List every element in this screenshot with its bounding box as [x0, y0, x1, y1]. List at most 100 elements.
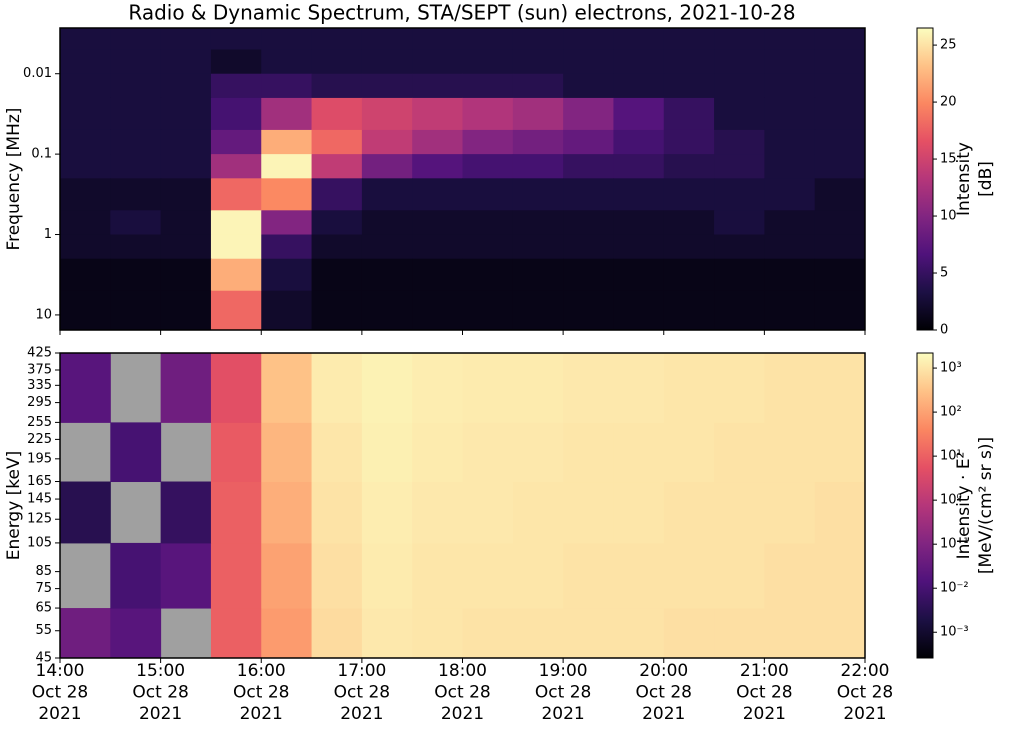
heatmap-cell [663, 97, 715, 131]
heatmap-cell [764, 73, 816, 99]
heatmap-cell [412, 154, 463, 179]
heatmap-cell [462, 481, 514, 544]
heatmap-cell [714, 353, 765, 423]
y-tick-label: 125 [27, 512, 52, 527]
heatmap-cell [412, 422, 463, 483]
heatmap-cell [512, 97, 564, 131]
heatmap-cell [311, 290, 363, 331]
heatmap-cell [60, 353, 111, 423]
heatmap-cell [814, 49, 866, 75]
heatmap-cell [663, 129, 715, 155]
heatmap-cell [714, 481, 765, 544]
heatmap-cell [663, 258, 715, 292]
heatmap-cell [311, 481, 363, 544]
y-tick-label: 145 [27, 492, 52, 507]
heatmap-cell [210, 481, 262, 544]
heatmap-cell [110, 73, 162, 99]
heatmap-cell [412, 258, 463, 292]
heatmap-cell [412, 28, 463, 51]
colorbar-tick-label: 0 [940, 323, 948, 338]
heatmap-cell [361, 97, 413, 131]
heatmap-cell [60, 97, 111, 131]
colorbar-label: [dB] [976, 161, 996, 197]
heatmap-cell [361, 481, 413, 544]
heatmap-cell [462, 210, 514, 236]
x-tick-label: 2021 [441, 704, 484, 724]
heatmap-cell [714, 234, 765, 260]
heatmap-cell [261, 154, 313, 179]
heatmap-cell [261, 49, 313, 75]
heatmap-cell [714, 290, 765, 331]
heatmap-cell [311, 210, 363, 236]
x-tick-label: 22:00 [841, 661, 890, 681]
y-tick-label: 165 [27, 474, 52, 489]
heatmap-cell [663, 290, 715, 331]
heatmap-cell [160, 28, 212, 51]
y-tick-label: 375 [27, 363, 52, 378]
heatmap-cell [210, 73, 262, 99]
colorbar [916, 27, 934, 331]
heatmap-cell [361, 178, 413, 211]
colorbar-tick-label: 10⁻³ [940, 625, 969, 640]
heatmap-cell [361, 353, 413, 423]
colorbar-tick-label: 10⁻¹ [940, 537, 969, 552]
heatmap-cell [764, 481, 816, 544]
heatmap-cell [714, 154, 765, 179]
heatmap-cell [60, 129, 111, 155]
y-tick-label: 75 [35, 581, 52, 596]
heatmap-cell [210, 422, 262, 483]
heatmap-cell [361, 129, 413, 155]
heatmap-cell [160, 73, 212, 99]
heatmap-cell [261, 129, 313, 155]
heatmap-cell [261, 73, 313, 99]
heatmap-cell [110, 422, 162, 483]
x-tick-label: 20:00 [639, 661, 688, 681]
heatmap-cell [814, 608, 866, 659]
heatmap-cell [361, 290, 413, 331]
heatmap-cell [512, 73, 564, 99]
heatmap-cell [160, 154, 212, 179]
heatmap-cell [110, 290, 162, 331]
heatmap-cell [814, 154, 866, 179]
heatmap-cell [512, 422, 564, 483]
colorbar-tick-label: 15 [940, 152, 957, 167]
heatmap-cell [311, 353, 363, 423]
heatmap-cell [361, 422, 413, 483]
heatmap-cell [261, 178, 313, 211]
heatmap-cell [663, 234, 715, 260]
y-tick-label: 85 [35, 564, 52, 579]
heatmap-cell [512, 129, 564, 155]
heatmap-cell [663, 178, 715, 211]
heatmap-cell [412, 234, 463, 260]
heatmap-cell [361, 210, 413, 236]
colorbar-tick-label: 10¹ [940, 449, 962, 464]
heatmap-cell [210, 258, 262, 292]
heatmap-cell [764, 290, 816, 331]
heatmap-cell [412, 210, 463, 236]
heatmap-cell [613, 481, 665, 544]
y-tick-label: 295 [27, 395, 52, 410]
heatmap-cell [462, 28, 514, 51]
heatmap-cell [613, 234, 665, 260]
heatmap-cell [814, 290, 866, 331]
heatmap-cell [663, 73, 715, 99]
heatmap-cell [261, 28, 313, 51]
heatmap-cell [361, 73, 413, 99]
heatmap-cell [160, 353, 212, 423]
heatmap-cell [613, 608, 665, 659]
heatmap-cell [714, 258, 765, 292]
heatmap-cell [361, 154, 413, 179]
heatmap-cell [110, 258, 162, 292]
heatmap-cell [613, 49, 665, 75]
x-tick-label: Oct 28 [233, 683, 289, 703]
heatmap-cell [462, 234, 514, 260]
heatmap-cell [110, 608, 162, 659]
x-tick-label: 2021 [340, 704, 383, 724]
heatmap-cell [110, 542, 162, 609]
heatmap-cell [613, 353, 665, 423]
heatmap-cell [512, 481, 564, 544]
heatmap-cell [110, 129, 162, 155]
heatmap-cell [311, 73, 363, 99]
heatmap-cell [361, 608, 413, 659]
